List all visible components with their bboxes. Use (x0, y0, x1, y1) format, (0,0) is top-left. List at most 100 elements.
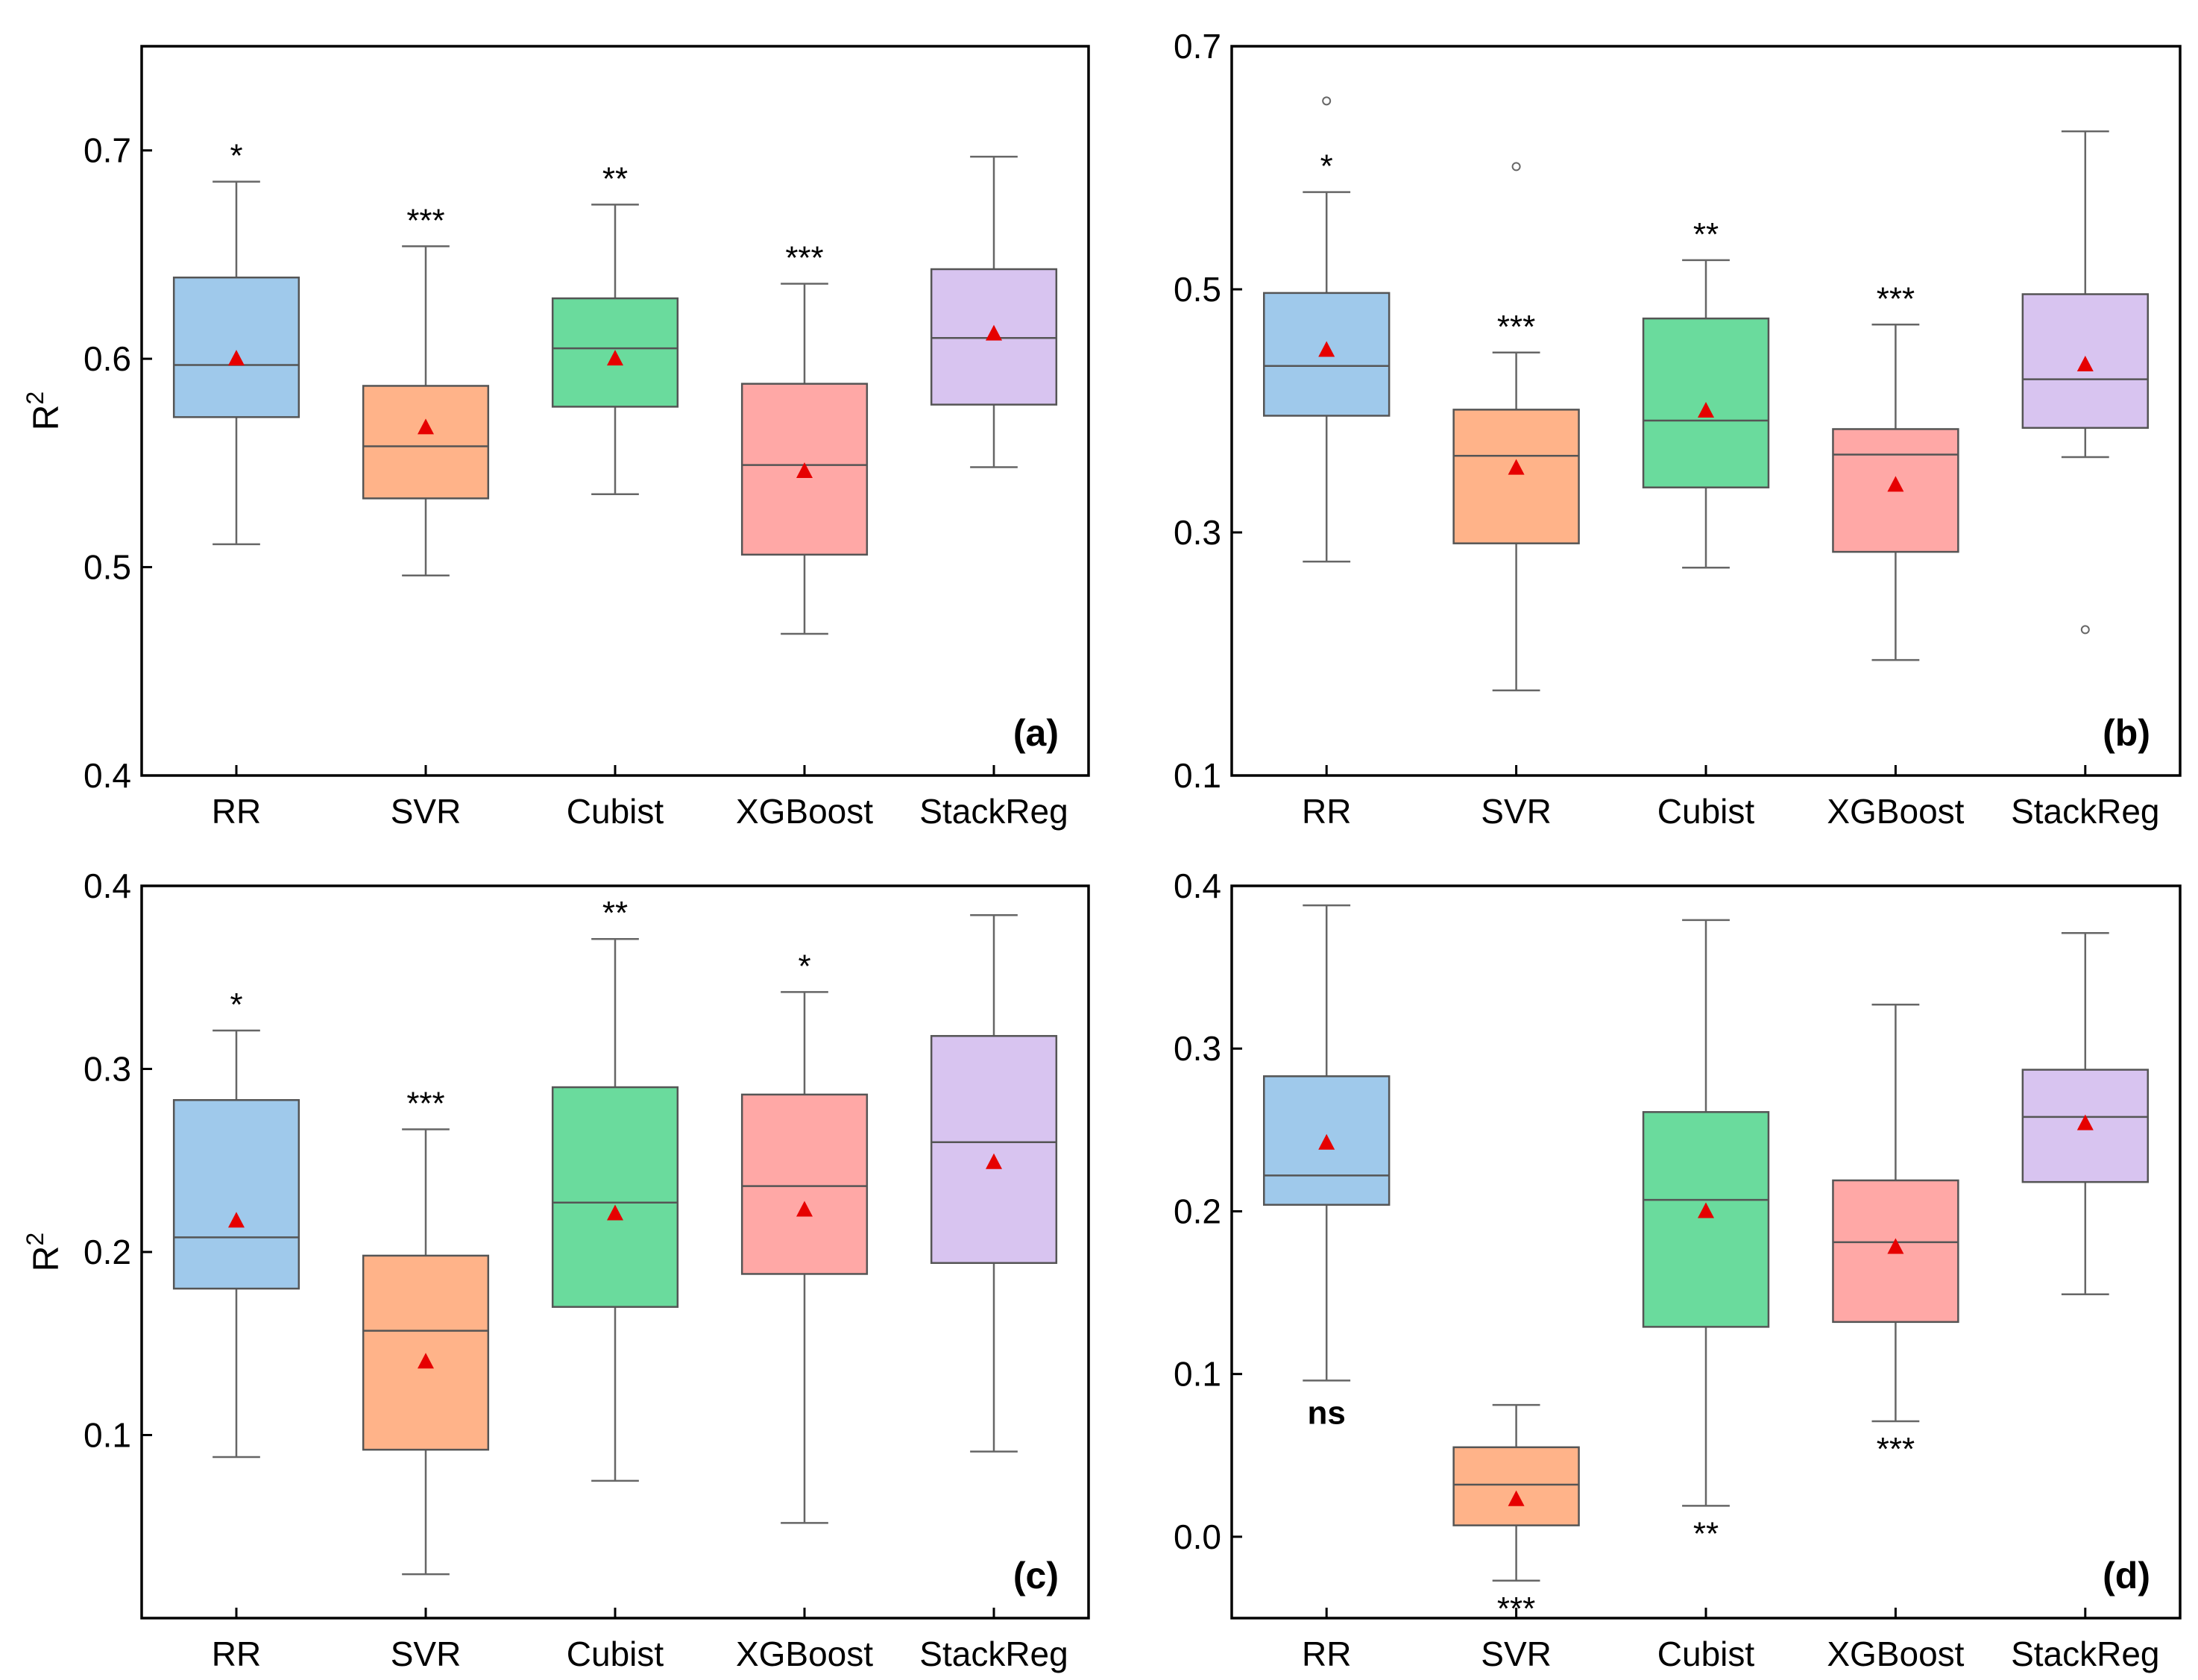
panel-c: 0.10.20.30.4RR SVR Cubist XGBoost StackReg**… (22, 866, 1090, 1673)
outlier-point (1322, 96, 1332, 106)
mean-marker (1318, 341, 1335, 357)
x-tick-label: RR (1302, 792, 1351, 831)
significance-label: *** (406, 202, 444, 239)
x-tick-label: SVR (391, 1635, 462, 1673)
y-tick-label: 0.7 (84, 131, 131, 170)
iqr-box (172, 276, 300, 418)
mean-marker (2076, 1114, 2094, 1130)
y-tick-label: 0.1 (1174, 756, 1221, 795)
box-rr: * (172, 138, 300, 546)
iqr-box (1452, 409, 1580, 544)
box-stackreg (930, 155, 1058, 468)
panel-b: 0.10.30.50.7RR SVR Cubist XGBoost StackReg**… (1174, 27, 2182, 831)
iqr-box (362, 1254, 490, 1451)
significance-label: *** (1497, 1591, 1535, 1627)
box-svr: *** (1452, 162, 1580, 692)
box-xgboost: *** (1832, 1004, 1959, 1467)
mean-marker (228, 1212, 245, 1228)
mean-marker (1318, 1133, 1335, 1150)
iqr-box (930, 1035, 1058, 1264)
significance-label: *** (1877, 1431, 1915, 1467)
y-tick-label: 0.6 (84, 339, 131, 378)
x-tick-label: RR (212, 1635, 261, 1673)
box-xgboost: * (740, 948, 869, 1524)
significance-label: ** (1693, 216, 1719, 253)
significance-label: *** (1877, 280, 1915, 317)
box-rr: * (172, 987, 300, 1459)
y-tick-label: 0.2 (1174, 1192, 1221, 1230)
iqr-box (172, 1098, 300, 1290)
box-rr: ns (1262, 904, 1391, 1431)
x-tick-label: SVR (391, 792, 462, 831)
iqr-box (1452, 1446, 1580, 1526)
significance-label: ** (602, 895, 628, 931)
mean-marker (796, 462, 813, 479)
mean-marker (1887, 476, 1904, 492)
y-tick-label: 0.4 (84, 756, 131, 795)
outlier-point (1511, 162, 1521, 172)
mean-marker (1887, 1238, 1904, 1254)
outlier-point (2080, 625, 2090, 635)
mean-marker (986, 1153, 1002, 1169)
x-tick-label: XGBoost (736, 1635, 873, 1673)
box-cubist: ** (1642, 216, 1770, 569)
y-axis-label: R2 (22, 391, 66, 430)
y-tick-label: 0.3 (84, 1050, 131, 1089)
x-tick-label: StackReg (2011, 1635, 2159, 1673)
significance-label: *** (785, 240, 823, 277)
y-tick-label: 0.1 (84, 1416, 131, 1455)
mean-marker (1508, 1490, 1525, 1506)
significance-label: * (1320, 148, 1333, 185)
x-tick-label: StackReg (919, 1635, 1068, 1673)
box-stackreg (930, 914, 1058, 1453)
x-tick-label: SVR (1481, 792, 1552, 831)
iqr-box (1642, 1111, 1770, 1328)
x-tick-label: StackReg (2011, 792, 2159, 831)
panel-label: (d) (2103, 1555, 2150, 1596)
x-tick-label: Cubist (1657, 1635, 1755, 1673)
x-tick-label: StackReg (919, 792, 1068, 831)
significance-label: ns (1308, 1394, 1346, 1431)
plot-frame (140, 45, 1090, 777)
x-tick-label: Cubist (567, 792, 664, 831)
significance-label: * (798, 948, 810, 984)
plot-frame (1230, 884, 2182, 1620)
panel-d: 0.0 0.1 0.2 0.3 0.4 RR SVR Cubist XGBoost StackRe… (1174, 866, 2182, 1673)
mean-marker (986, 324, 1002, 341)
iqr-box (362, 385, 490, 500)
y-axis-label: R2 (22, 1233, 66, 1271)
mean-marker (796, 1201, 813, 1217)
significance-label: ** (1693, 1515, 1719, 1552)
x-tick-label: XGBoost (1827, 1635, 1964, 1673)
y-tick-label: 0.7 (1174, 27, 1221, 66)
mean-marker (607, 350, 623, 366)
panel-label: (b) (2103, 712, 2150, 754)
y-tick-label: 0.1 (1174, 1355, 1221, 1394)
box-svr: *** (362, 202, 490, 576)
box-cubist: ** (551, 895, 679, 1482)
significance-label: * (230, 987, 242, 1023)
plot-frame (140, 884, 1090, 1620)
mean-marker (607, 1204, 623, 1221)
x-tick-label: RR (212, 792, 261, 831)
mean-marker (1698, 402, 1714, 418)
mean-marker (2076, 356, 2094, 372)
significance-label: *** (406, 1086, 444, 1122)
panel-label: (a) (1013, 712, 1059, 754)
mean-marker (418, 1353, 434, 1369)
y-tick-label: 0.5 (84, 548, 131, 587)
significance-label: * (230, 138, 242, 174)
mean-marker (228, 350, 245, 366)
y-tick-label: 0.5 (1174, 270, 1221, 309)
box-cubist: ** (551, 160, 679, 496)
mean-marker (1698, 1202, 1714, 1218)
x-tick-label: Cubist (1657, 792, 1755, 831)
iqr-box (740, 1093, 869, 1275)
plot-frame (1230, 45, 2182, 777)
box-xgboost: *** (740, 240, 869, 635)
y-tick-label: 0.2 (84, 1233, 131, 1271)
y-tick-label: 0.3 (1174, 513, 1221, 552)
iqr-box (551, 1086, 679, 1308)
panel-label: (c) (1013, 1555, 1059, 1596)
